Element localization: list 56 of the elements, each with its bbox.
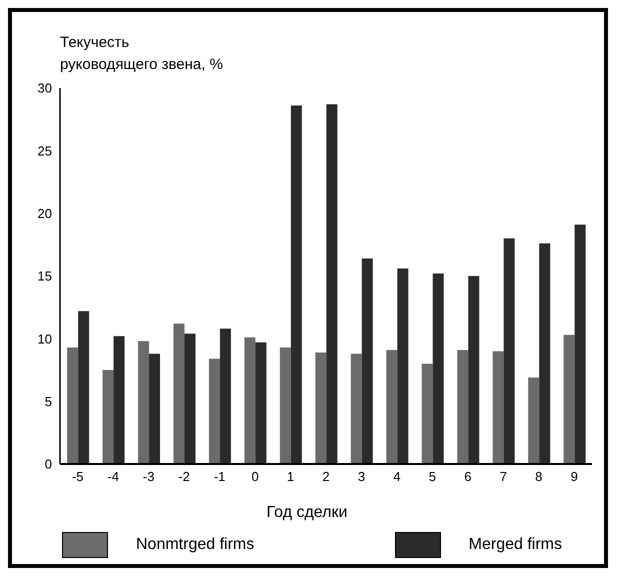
bar [315, 352, 326, 464]
bar [457, 350, 468, 464]
x-tick-label: 8 [535, 469, 542, 484]
bar [468, 276, 480, 464]
x-tick-label: 3 [358, 469, 366, 484]
bar [492, 351, 504, 464]
bar [149, 354, 160, 464]
bar [244, 337, 256, 464]
y-axis-title: Текучесть руководящего звена, % [60, 33, 223, 75]
bar [138, 341, 150, 464]
x-tick-label: -1 [214, 469, 226, 484]
y-tick-label: 25 [38, 143, 52, 158]
x-tick-label: -4 [107, 469, 119, 484]
bar [564, 334, 575, 464]
bar [432, 273, 444, 464]
bar [220, 328, 231, 464]
y-tick-label: 10 [38, 331, 52, 346]
y-tick-label: 15 [38, 268, 52, 284]
bar [362, 258, 373, 464]
bar [114, 336, 125, 464]
bar [184, 334, 196, 464]
bar [422, 364, 433, 464]
x-tick-label: 4 [393, 469, 401, 484]
bar [102, 370, 114, 464]
bar [504, 238, 515, 464]
bar [290, 106, 302, 464]
y-tick-label: 5 [44, 394, 52, 409]
bar [208, 358, 220, 464]
x-axis-title: Год сделки [266, 504, 348, 522]
legend-label: Nonmtrged firms [136, 536, 254, 554]
x-tick-label: -3 [142, 469, 154, 484]
y-tick-label: 30 [38, 80, 52, 96]
x-tick-label: 1 [286, 469, 294, 484]
y-tick-label: 20 [38, 206, 52, 221]
bar [78, 311, 90, 464]
x-tick-label: -5 [72, 469, 84, 484]
x-tick-label: 2 [322, 469, 330, 484]
bar [173, 324, 184, 464]
bar [386, 350, 398, 464]
bar [574, 224, 586, 464]
x-tick-label: -2 [178, 469, 190, 484]
x-tick-label: 9 [570, 469, 578, 484]
bar [528, 378, 540, 464]
bar [255, 342, 266, 464]
bar [67, 347, 78, 464]
bar [326, 104, 338, 464]
legend-label: Merged firms [468, 536, 562, 554]
y-tick-label: 0 [44, 456, 52, 472]
x-tick-label: 5 [428, 469, 436, 484]
x-tick-label: 0 [251, 469, 259, 484]
bar [350, 354, 362, 464]
bar [539, 243, 550, 464]
x-tick-label: 7 [500, 469, 507, 484]
x-tick-label: 6 [464, 469, 472, 484]
bar [280, 347, 291, 464]
bar [397, 268, 408, 464]
